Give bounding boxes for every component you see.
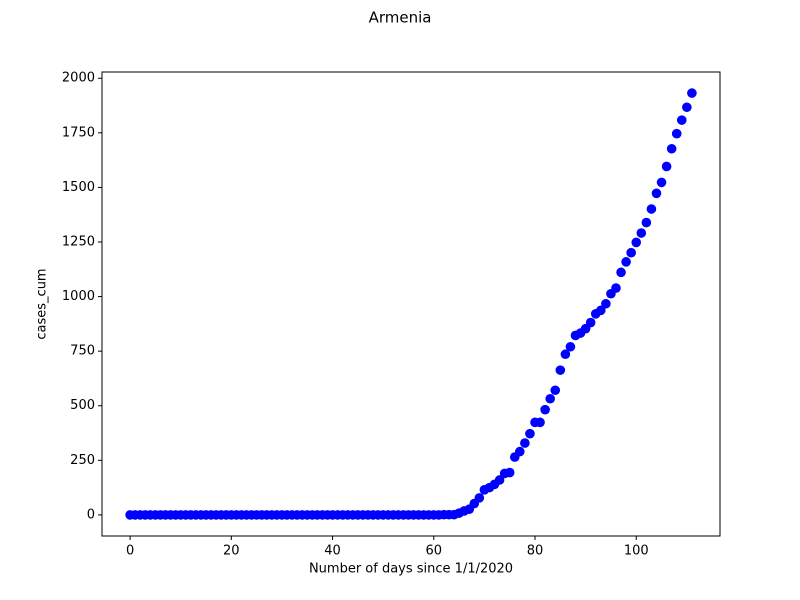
x-tick-label: 0 — [126, 544, 134, 559]
point — [621, 257, 631, 267]
point — [540, 404, 550, 415]
point — [494, 475, 505, 485]
point — [626, 247, 636, 258]
point — [656, 177, 667, 188]
point — [565, 341, 576, 352]
y-tick-label: 1750 — [62, 125, 95, 140]
point — [646, 204, 657, 214]
x-tick-label: 100 — [624, 544, 649, 559]
point — [504, 467, 515, 478]
y-tick-label: 750 — [70, 344, 95, 359]
point — [631, 237, 642, 248]
y-tick-label: 0 — [87, 507, 95, 522]
x-tick-label: 20 — [223, 544, 240, 559]
point — [661, 161, 672, 172]
point — [520, 438, 530, 448]
point — [671, 128, 682, 139]
point — [676, 115, 687, 125]
point — [550, 385, 561, 396]
point — [611, 283, 621, 293]
x-axis-label: Number of days since 1/1/2020 — [309, 562, 513, 577]
point — [596, 305, 606, 316]
y-tick-label: 1000 — [62, 289, 95, 304]
point — [666, 143, 677, 154]
point — [636, 228, 647, 238]
x-tick-label: 80 — [527, 544, 544, 559]
point — [616, 267, 626, 278]
point — [560, 349, 571, 360]
point — [515, 446, 525, 457]
point — [601, 298, 611, 309]
point — [641, 217, 652, 228]
point — [545, 393, 555, 404]
x-tick-label: 40 — [324, 544, 341, 559]
y-tick-label: 2000 — [62, 71, 95, 86]
plot-frame — [101, 71, 721, 537]
point — [585, 317, 596, 328]
y-tick-label: 250 — [70, 453, 95, 468]
point — [555, 365, 566, 375]
y-axis-label: cases_cum — [35, 268, 50, 339]
chart-title: Armenia — [369, 9, 432, 27]
point — [651, 188, 662, 199]
x-tick-label: 60 — [426, 544, 443, 559]
point — [535, 417, 545, 428]
point — [687, 88, 697, 98]
point — [525, 428, 535, 439]
y-tick-label: 500 — [70, 398, 95, 413]
point — [682, 102, 692, 113]
point — [474, 493, 485, 503]
y-tick-label: 1250 — [62, 234, 95, 249]
y-tick-label: 1500 — [62, 180, 95, 195]
